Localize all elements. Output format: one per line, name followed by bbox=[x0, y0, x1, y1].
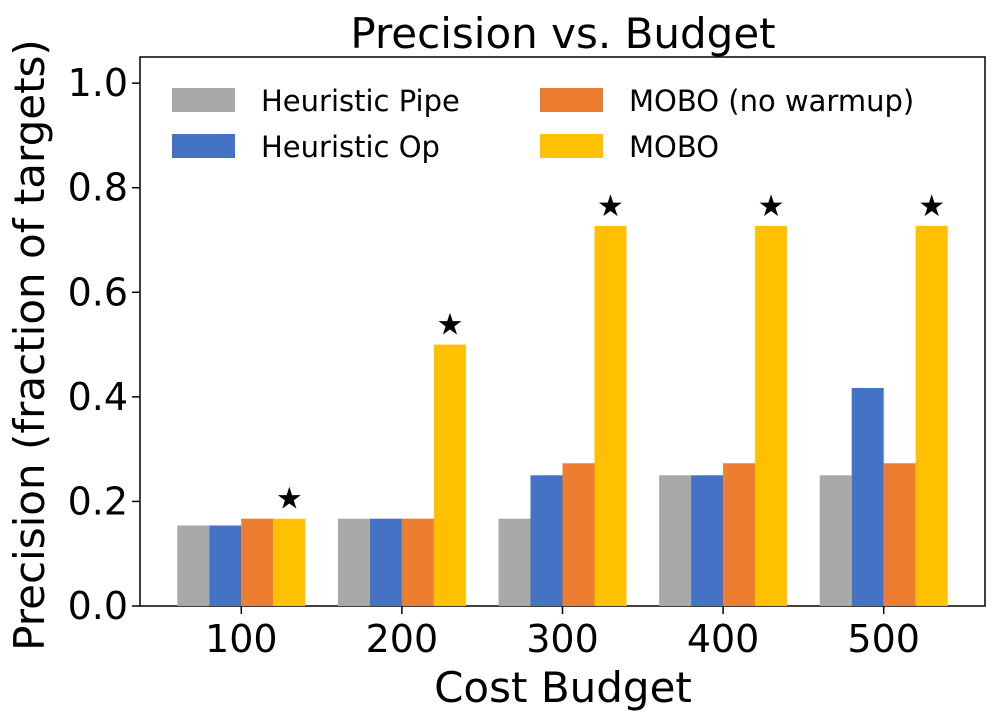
bar-mobo-no-warmup-200 bbox=[401, 518, 434, 606]
chart-title: Precision vs. Budget bbox=[350, 9, 775, 58]
best-marker-star: ★ bbox=[597, 189, 624, 224]
bar-heuristic-pipe-500 bbox=[819, 475, 852, 606]
legend-label: MOBO bbox=[629, 130, 719, 164]
bar-heuristic-pipe-300 bbox=[498, 518, 531, 606]
legend-swatch bbox=[540, 88, 603, 112]
bar-mobo-200 bbox=[433, 344, 466, 606]
best-marker-star: ★ bbox=[276, 482, 303, 517]
bar-mobo-no-warmup-400 bbox=[723, 463, 756, 606]
bar-mobo-400 bbox=[755, 225, 788, 606]
x-tick-label: 500 bbox=[847, 617, 920, 661]
bar-mobo-500 bbox=[915, 225, 948, 606]
bar-heuristic-op-100 bbox=[209, 525, 242, 606]
bar-heuristic-pipe-200 bbox=[337, 518, 370, 606]
bar-mobo-no-warmup-100 bbox=[241, 518, 274, 606]
bar-heuristic-pipe-100 bbox=[177, 525, 210, 606]
y-tick-label: 1.0 bbox=[68, 61, 128, 105]
x-tick-label: 300 bbox=[526, 617, 599, 661]
legend-label: MOBO (no warmup) bbox=[629, 84, 914, 118]
best-marker-star: ★ bbox=[918, 189, 945, 224]
bar-heuristic-pipe-400 bbox=[659, 475, 692, 606]
best-marker-star: ★ bbox=[758, 189, 785, 224]
bar-mobo-300 bbox=[594, 225, 627, 606]
x-tick-label: 200 bbox=[366, 617, 439, 661]
legend-swatch bbox=[172, 88, 235, 112]
bar-heuristic-op-500 bbox=[851, 387, 884, 606]
y-tick-label: 0.6 bbox=[68, 270, 128, 314]
bar-heuristic-op-200 bbox=[369, 518, 402, 606]
bar-heuristic-op-400 bbox=[691, 475, 724, 606]
legend-swatch bbox=[172, 134, 235, 158]
x-tick-label: 400 bbox=[687, 617, 760, 661]
plot-area: 0.0 0.2 0.4 0.6 0.8 1.0 ★ 100 ★ 200 ★ 300 ★ 400 ★ 500 bbox=[68, 56, 986, 661]
legend: Heuristic Pipe Heuristic Op MOBO (no warmu… bbox=[172, 84, 914, 164]
bar-heuristic-op-300 bbox=[530, 475, 563, 606]
legend-label: Heuristic Pipe bbox=[261, 84, 460, 118]
y-tick-label: 0.8 bbox=[68, 166, 128, 210]
legend-swatch bbox=[540, 134, 603, 158]
bar-mobo-100 bbox=[273, 518, 306, 606]
best-marker-star: ★ bbox=[436, 308, 463, 343]
y-tick-label: 0.4 bbox=[68, 375, 128, 419]
y-tick-label: 0.2 bbox=[68, 479, 128, 523]
x-tick-label: 100 bbox=[205, 617, 278, 661]
bar-mobo-no-warmup-500 bbox=[883, 463, 916, 606]
bar-mobo-no-warmup-300 bbox=[562, 463, 595, 606]
x-axis-label: Cost Budget bbox=[434, 663, 692, 712]
y-axis-label: Precision (fraction of targets) bbox=[5, 39, 54, 651]
y-tick-label: 0.0 bbox=[68, 584, 128, 628]
legend-label: Heuristic Op bbox=[261, 130, 440, 164]
